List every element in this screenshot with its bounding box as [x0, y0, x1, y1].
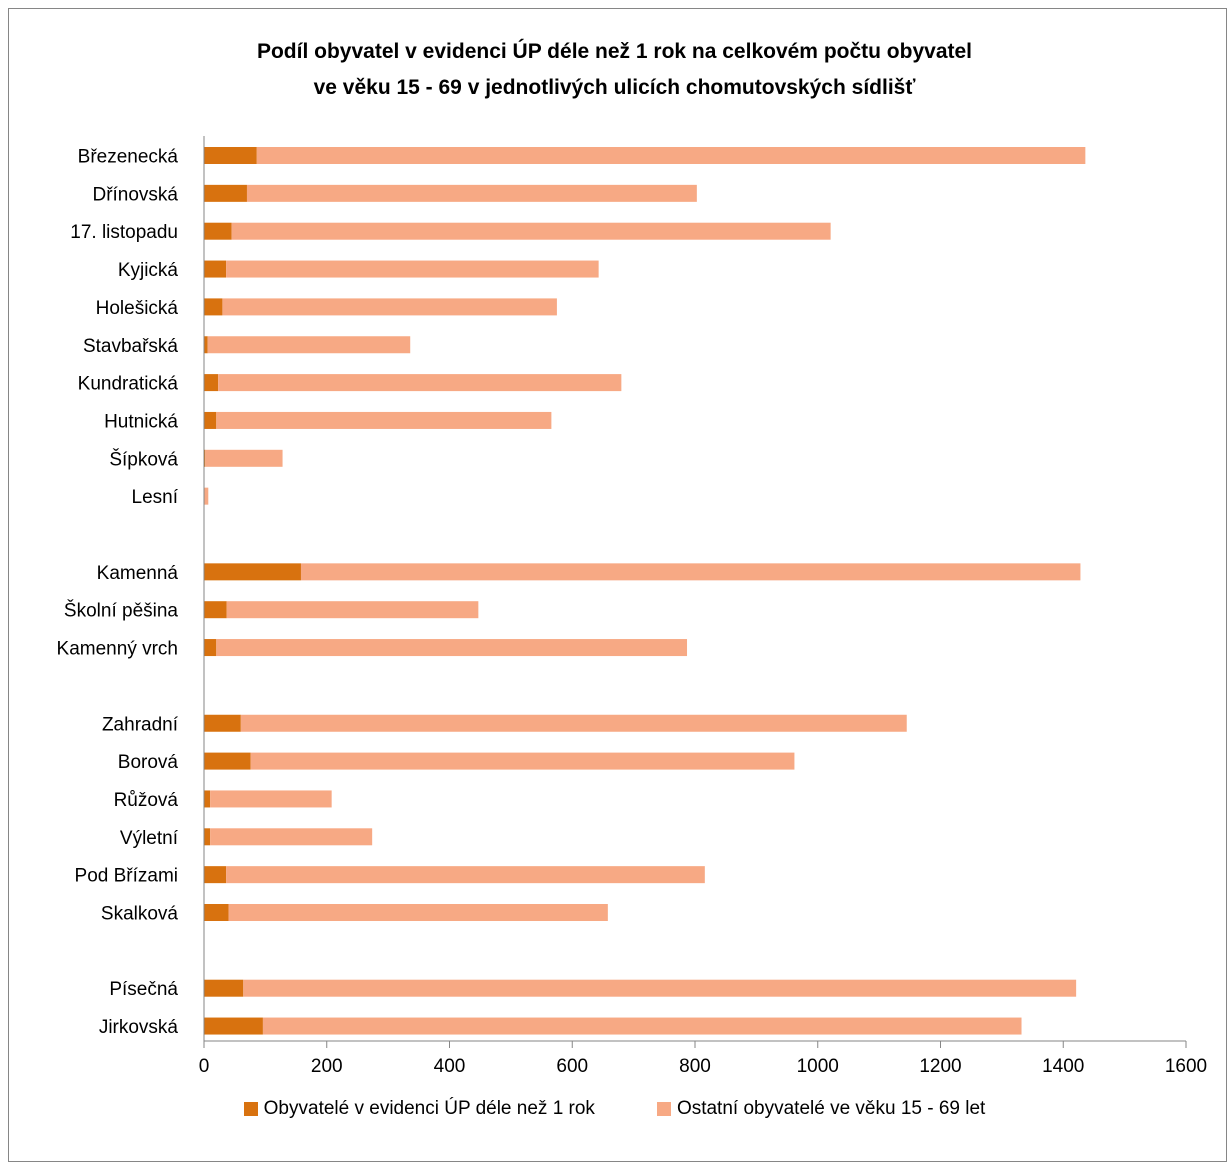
chart-title-line-1: Podíl obyvatel v evidenci ÚP déle než 1 … — [256, 40, 973, 63]
bar-segment-series-2 — [226, 866, 705, 884]
category-label: Stavbařská — [83, 336, 178, 357]
category-label: Jirkovská — [99, 1017, 179, 1038]
bar-segment-series-1 — [204, 828, 211, 846]
bar-segment-series-1 — [204, 904, 229, 921]
legend-label-series-1: Obyvatelé v evidenci ÚP déle než 1 rok — [263, 1098, 595, 1119]
chart-title-line-2: ve věku 15 - 69 v jednotlivých ulicích c… — [313, 76, 916, 99]
bar-segment-series-2 — [300, 563, 1081, 581]
bar-segment-series-1 — [204, 563, 301, 581]
category-label: Pod Břízami — [75, 866, 178, 887]
bar-segment-series-2 — [205, 449, 283, 467]
x-tick-label: 600 — [556, 1056, 588, 1077]
category-label: Holešická — [96, 298, 179, 319]
bar-segment-series-1 — [204, 601, 227, 619]
bar-segment-series-2 — [226, 601, 479, 619]
category-label: Školní pěšina — [64, 600, 179, 622]
bar-segment-series-1 — [204, 336, 208, 354]
bar-segment-series-2 — [256, 147, 1086, 164]
bar-segment-series-1 — [204, 979, 244, 997]
bar-segment-series-1 — [204, 184, 247, 202]
category-label: Kundratická — [78, 374, 179, 395]
bar-segment-series-1 — [204, 222, 232, 240]
category-label: Lesní — [132, 487, 179, 508]
bar-segment-series-2 — [231, 222, 831, 240]
bar-segment-series-1 — [204, 714, 241, 732]
category-label: Zahradní — [102, 714, 179, 735]
bar-segment-series-2 — [218, 374, 622, 392]
bar-segment-series-1 — [204, 639, 217, 657]
legend: Obyvatelé v evidenci ÚP déle než 1 rok O… — [0, 1098, 1229, 1120]
x-tick-label: 0 — [199, 1056, 210, 1077]
bar-segment-series-2 — [243, 979, 1077, 997]
bar-segment-series-1 — [204, 298, 223, 316]
x-tick-label: 400 — [434, 1056, 466, 1077]
bar-segment-series-2 — [216, 639, 688, 657]
bar-segment-series-1 — [204, 752, 251, 770]
bar-segment-series-2 — [222, 298, 557, 316]
category-label: Skalková — [101, 904, 179, 925]
category-label: Dřínovská — [92, 184, 178, 205]
category-label: 17. listopadu — [70, 222, 178, 243]
x-tick-label: 800 — [679, 1056, 711, 1077]
category-label: Borová — [118, 752, 179, 773]
category-label: Hutnická — [104, 411, 178, 432]
category-label: Výletní — [120, 828, 179, 849]
bar-segment-series-2 — [207, 336, 411, 354]
legend-item-series-2: Ostatní obyvatelé ve věku 15 - 69 let — [656, 1098, 986, 1120]
x-tick-label: 200 — [311, 1056, 343, 1077]
bar-segment-series-2 — [210, 828, 373, 846]
category-label: Růžová — [114, 790, 179, 811]
bar-segment-series-1 — [204, 790, 211, 808]
legend-swatch-series-2 — [656, 1102, 671, 1116]
bar-segment-series-2 — [228, 904, 608, 921]
x-tick-label: 1400 — [1042, 1056, 1084, 1077]
bar-segment-series-2 — [204, 487, 209, 505]
category-label: Březenecká — [78, 147, 179, 168]
bar-segment-series-2 — [210, 790, 332, 808]
legend-swatch-series-1 — [243, 1102, 258, 1116]
bar-segment-series-1 — [204, 449, 206, 467]
category-label: Kamenný vrch — [57, 639, 178, 660]
bar-segment-series-2 — [226, 260, 599, 278]
category-label: Kyjická — [118, 260, 179, 281]
chart-title: Podíl obyvatel v evidenci ÚP déle než 1 … — [0, 34, 1229, 106]
x-tick-label: 1600 — [1165, 1056, 1207, 1077]
bar-segment-series-2 — [216, 411, 552, 429]
category-label: Kamenná — [97, 563, 179, 584]
x-tick-label: 1000 — [797, 1056, 839, 1077]
bar-segment-series-2 — [250, 752, 795, 770]
bar-segment-series-2 — [240, 714, 907, 732]
bar-segment-series-1 — [204, 147, 257, 164]
bar-segment-series-1 — [204, 260, 227, 278]
x-tick-label: 1200 — [919, 1056, 961, 1077]
bar-segment-series-1 — [204, 866, 227, 884]
bar-segment-series-2 — [246, 184, 697, 202]
category-label: Šípková — [109, 448, 178, 470]
bar-segment-series-1 — [204, 1017, 263, 1035]
legend-item-series-1: Obyvatelé v evidenci ÚP déle než 1 rok — [243, 1098, 595, 1120]
bar-segment-series-1 — [204, 374, 219, 392]
legend-label-series-2: Ostatní obyvatelé ve věku 15 - 69 let — [676, 1098, 986, 1119]
category-label: Písečná — [109, 979, 178, 1000]
bar-segment-series-1 — [204, 411, 217, 429]
bar-segment-series-2 — [262, 1017, 1022, 1035]
